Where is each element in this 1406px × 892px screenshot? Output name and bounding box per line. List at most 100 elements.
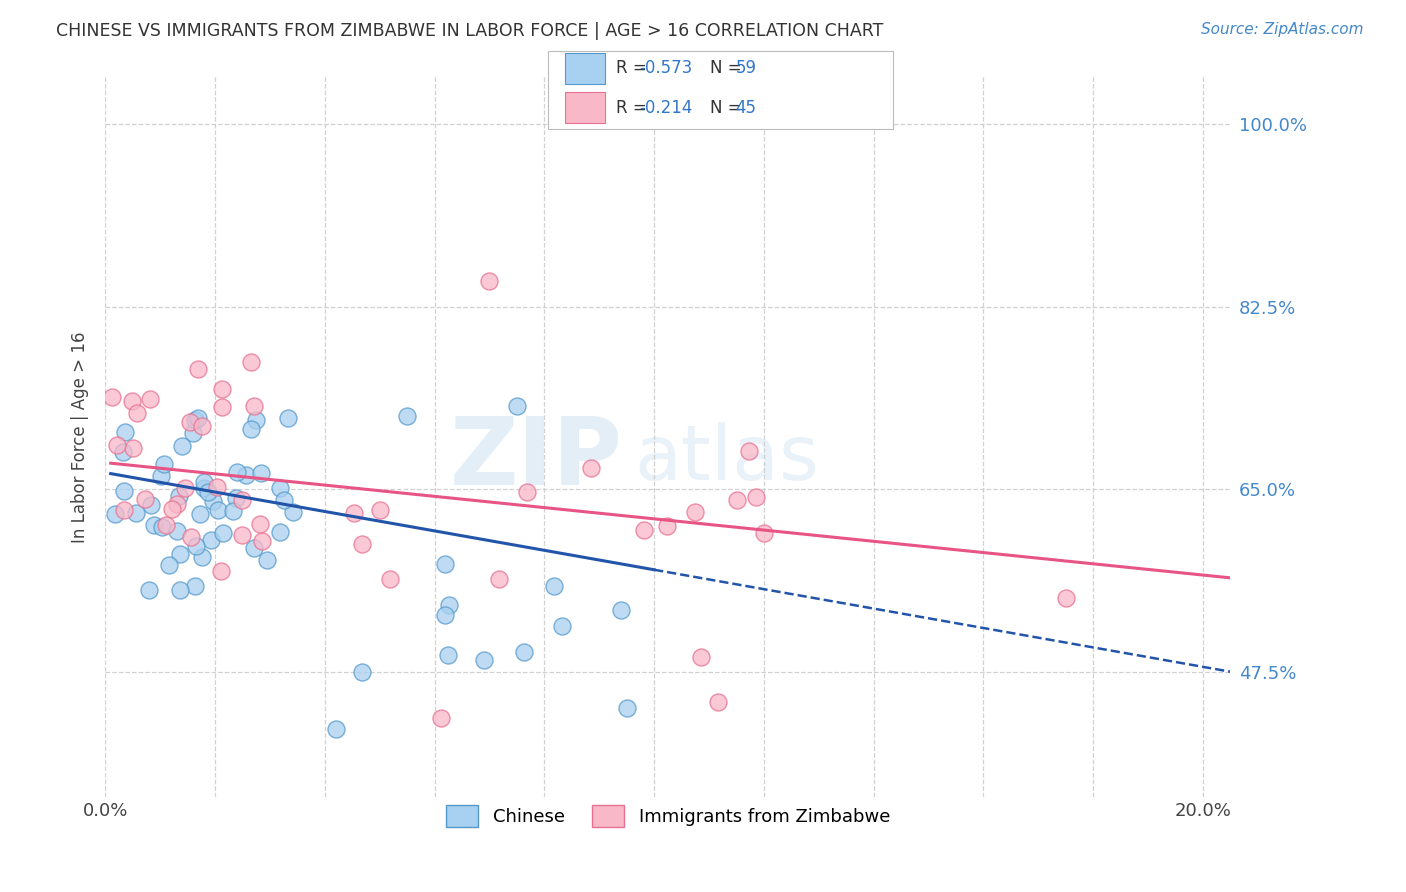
Point — [181, 425, 204, 440]
Point — [250, 533, 273, 548]
Point — [343, 506, 366, 520]
Point — [256, 553, 278, 567]
Point — [121, 393, 143, 408]
Point — [738, 444, 761, 458]
Point — [112, 502, 135, 516]
Point — [188, 507, 211, 521]
Point — [396, 409, 419, 424]
Point — [150, 520, 173, 534]
Point — [101, 390, 124, 404]
Point — [122, 441, 145, 455]
Point — [180, 531, 202, 545]
Point — [368, 503, 391, 517]
Point — [235, 467, 257, 482]
Point — [105, 438, 128, 452]
Point — [200, 533, 222, 547]
Point — [138, 583, 160, 598]
Point — [166, 497, 188, 511]
Point — [160, 501, 183, 516]
Point — [655, 518, 678, 533]
Point — [139, 392, 162, 406]
Point — [169, 547, 191, 561]
Y-axis label: In Labor Force | Age > 16: In Labor Force | Age > 16 — [72, 331, 89, 543]
Point — [1054, 591, 1077, 605]
Point — [211, 401, 233, 415]
Point — [187, 362, 209, 376]
Point — [543, 579, 565, 593]
Point — [350, 536, 373, 550]
Point — [706, 695, 728, 709]
Point — [325, 722, 347, 736]
Point — [157, 558, 180, 573]
Point — [283, 505, 305, 519]
Point — [350, 665, 373, 680]
Point — [111, 445, 134, 459]
Point — [269, 525, 291, 540]
Point — [173, 481, 195, 495]
Point — [245, 413, 267, 427]
Text: 59: 59 — [735, 60, 756, 78]
Point — [222, 503, 245, 517]
Point — [114, 425, 136, 439]
Point — [142, 518, 165, 533]
Point — [616, 701, 638, 715]
Point — [243, 541, 266, 556]
Point — [512, 645, 534, 659]
Point — [205, 480, 228, 494]
Text: atlas: atlas — [634, 422, 818, 496]
Text: CHINESE VS IMMIGRANTS FROM ZIMBABWE IN LABOR FORCE | AGE > 16 CORRELATION CHART: CHINESE VS IMMIGRANTS FROM ZIMBABWE IN L… — [56, 22, 883, 40]
Point — [184, 579, 207, 593]
Text: 45: 45 — [735, 99, 756, 117]
Point — [439, 598, 461, 612]
Text: ZIP: ZIP — [450, 413, 623, 505]
Point — [579, 460, 602, 475]
Point — [225, 491, 247, 505]
Point — [269, 481, 291, 495]
Point — [633, 524, 655, 538]
Point — [437, 648, 460, 663]
Point — [139, 498, 162, 512]
Point — [231, 492, 253, 507]
Point — [273, 492, 295, 507]
Point — [124, 506, 146, 520]
Point — [690, 649, 713, 664]
Point — [488, 572, 510, 586]
Point — [207, 503, 229, 517]
Point — [193, 475, 215, 489]
Point — [149, 469, 172, 483]
Legend: Chinese, Immigrants from Zimbabwe: Chinese, Immigrants from Zimbabwe — [439, 798, 897, 835]
Point — [550, 618, 572, 632]
Point — [211, 526, 233, 541]
Point — [231, 528, 253, 542]
Point — [186, 539, 208, 553]
Point — [179, 416, 201, 430]
Point — [752, 525, 775, 540]
Point — [184, 412, 207, 426]
Point — [516, 484, 538, 499]
Point — [249, 517, 271, 532]
Point — [242, 399, 264, 413]
Point — [506, 399, 529, 413]
Point — [167, 489, 190, 503]
Text: R =: R = — [616, 60, 652, 78]
Point — [127, 406, 149, 420]
Point — [155, 517, 177, 532]
Text: N =: N = — [710, 60, 747, 78]
Point — [433, 557, 456, 571]
Point — [226, 465, 249, 479]
Text: R =: R = — [616, 99, 652, 117]
Text: Source: ZipAtlas.com: Source: ZipAtlas.com — [1201, 22, 1364, 37]
Text: -0.214: -0.214 — [640, 99, 693, 117]
Point — [478, 274, 501, 288]
Point — [187, 411, 209, 425]
Point — [378, 572, 401, 586]
Point — [239, 355, 262, 369]
Point — [744, 490, 766, 504]
Point — [191, 419, 214, 434]
Point — [609, 603, 631, 617]
Point — [430, 711, 453, 725]
Point — [249, 467, 271, 481]
Point — [166, 524, 188, 538]
Point — [191, 549, 214, 564]
Point — [239, 422, 262, 436]
